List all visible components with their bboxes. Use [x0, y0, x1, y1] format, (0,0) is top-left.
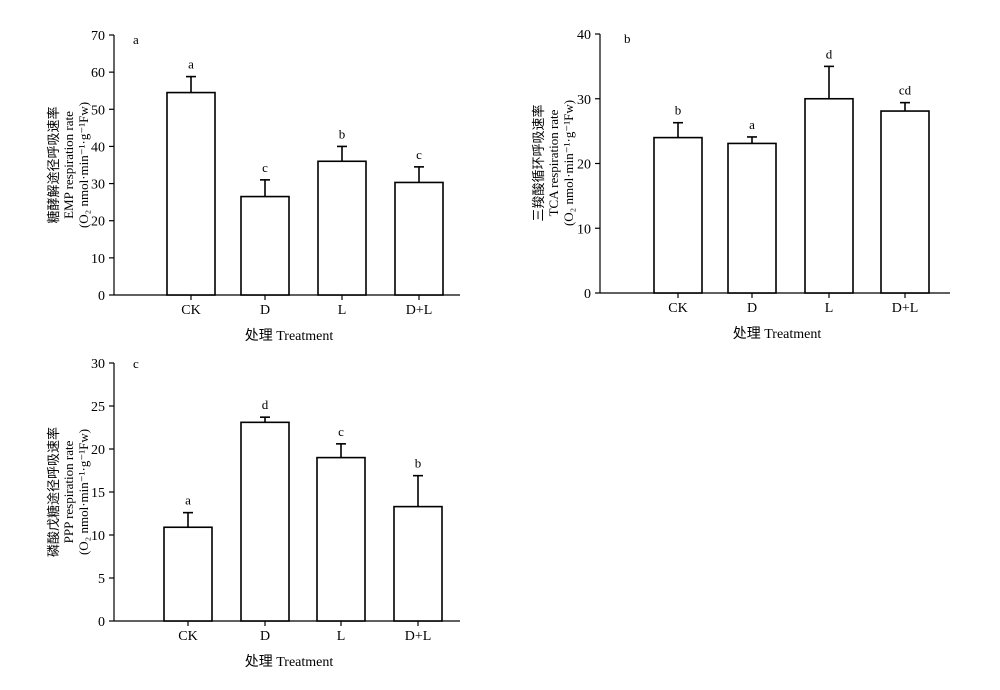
x-tick-label: CK	[178, 629, 197, 644]
significance-letter: cd	[899, 83, 912, 98]
chart-panel-b: 0 10 20 30 40 b b CK a Dd Lcd D+L 处理 Treatment 三羧酸循环呼…	[531, 28, 950, 342]
y-tick-label: 25	[91, 400, 105, 415]
y-tick-label: 15	[91, 486, 105, 501]
y-axis-title-unit: (O₂ nmol·min⁻¹·g⁻¹Fw)	[76, 429, 91, 555]
bar	[316, 456, 366, 622]
bar	[727, 142, 777, 294]
y-tick-label: 0	[584, 287, 591, 302]
panel-label: b	[624, 31, 631, 46]
chart-panel-c: 0 5 10 15 20 25 30 c a CK d Dc Lb D+L 处理 Treatment 磷酸戊糖…	[46, 356, 460, 670]
bar	[653, 136, 703, 294]
x-tick-label: D	[260, 629, 270, 644]
significance-letter: d	[826, 46, 833, 61]
significance-letter: a	[749, 117, 755, 132]
y-axis-title-en: TCA respiration rate	[546, 109, 561, 216]
bar	[394, 181, 444, 296]
bar	[317, 160, 367, 296]
y-tick-label: 0	[98, 615, 105, 630]
y-tick-label: 5	[98, 572, 105, 587]
y-axis-title-cn: 三羧酸循环呼吸速率	[531, 104, 546, 221]
significance-letter: b	[675, 103, 682, 118]
y-axis-title-unit: (O₂ nmol·min⁻¹·g⁻¹Fw)	[561, 100, 576, 226]
y-tick-label: 10	[91, 529, 105, 544]
x-tick-label: L	[337, 629, 346, 644]
significance-letter: c	[262, 160, 268, 175]
panel-label: c	[133, 356, 139, 371]
y-tick-label: 30	[577, 93, 591, 108]
significance-letter: a	[188, 57, 194, 72]
x-tick-label: D	[747, 301, 757, 316]
x-tick-label: D	[260, 303, 270, 318]
y-axis-title-unit: (O₂ nmol·min⁻¹·g⁻¹Fw)	[76, 102, 91, 228]
y-tick-label: 20	[91, 215, 105, 230]
y-axis-title: 磷酸戊糖途径呼吸速率 PPP respiration rate (O₂ nmol·m…	[46, 427, 91, 557]
x-axis-title: 处理 Treatment	[245, 654, 334, 670]
bar	[240, 421, 290, 622]
y-tick-label: 50	[91, 103, 105, 118]
y-tick-label: 70	[91, 29, 105, 44]
y-axis-title-en: EMP respiration rate	[61, 111, 76, 219]
x-tick-label: D+L	[406, 303, 433, 318]
significance-letter: a	[185, 493, 191, 508]
x-tick-label: L	[338, 303, 347, 318]
significance-letter: d	[262, 397, 269, 412]
y-tick-label: 40	[91, 140, 105, 155]
bar	[163, 526, 213, 622]
y-tick-label: 60	[91, 66, 105, 81]
y-axis-title-en: PPP respiration rate	[61, 440, 76, 543]
y-tick-label: 30	[91, 178, 105, 193]
y-tick-label: 20	[577, 158, 591, 173]
y-axis-title: 糖酵解途径呼吸速率 EMP respiration rate (O₂ nmol·mi…	[46, 102, 91, 228]
x-axis-title: 处理 Treatment	[245, 328, 334, 344]
significance-letter: b	[415, 456, 422, 471]
x-tick-label: D+L	[892, 301, 919, 316]
x-tick-label: CK	[668, 301, 687, 316]
chart-panel-a: 0 10 20 30 40 50 60 70 a a CK c Db Lc D+L 处理 Treatment 糖…	[46, 29, 460, 344]
bar	[880, 110, 930, 294]
y-tick-label: 40	[577, 28, 591, 43]
significance-letter: b	[339, 126, 346, 141]
panel-label: a	[133, 32, 139, 47]
x-tick-label: CK	[181, 303, 200, 318]
y-axis-title-cn: 磷酸戊糖途径呼吸速率	[46, 427, 61, 557]
x-tick-label: D+L	[405, 629, 432, 644]
y-tick-label: 0	[98, 289, 105, 304]
bar	[393, 505, 443, 622]
bar	[166, 91, 216, 296]
y-axis-title: 三羧酸循环呼吸速率 TCA respiration rate (O₂ nmol·mi…	[531, 100, 576, 226]
significance-letter: c	[416, 147, 422, 162]
y-tick-label: 10	[577, 222, 591, 237]
significance-letter: c	[338, 424, 344, 439]
bar	[804, 97, 854, 294]
y-tick-label: 20	[91, 443, 105, 458]
y-tick-label: 30	[91, 357, 105, 372]
y-tick-label: 10	[91, 252, 105, 267]
x-axis-title: 处理 Treatment	[733, 326, 822, 342]
x-tick-label: L	[825, 301, 834, 316]
y-axis-title-cn: 糖酵解途径呼吸速率	[46, 106, 61, 223]
bar	[240, 195, 290, 296]
